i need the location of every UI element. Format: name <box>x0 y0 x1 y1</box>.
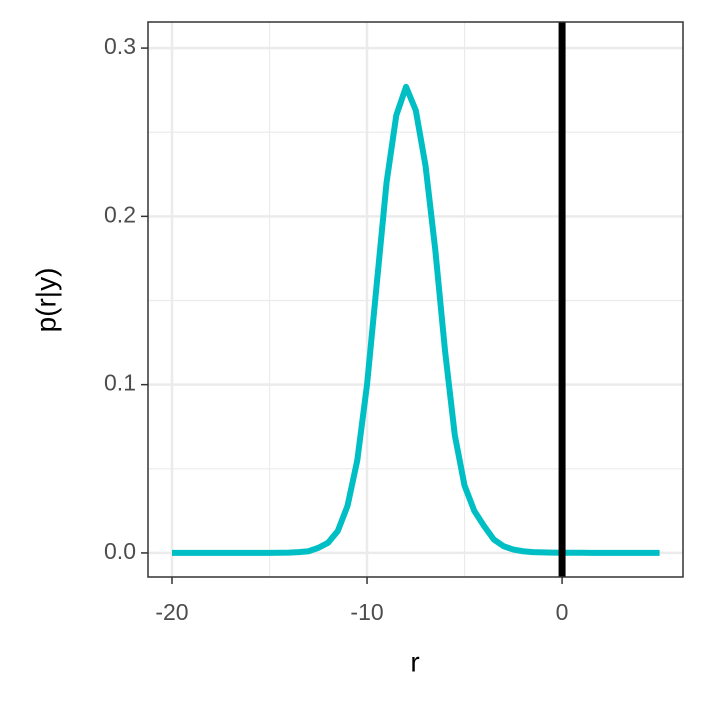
y-tick-label: 0.2 <box>104 201 136 227</box>
y-tick-label: 0.3 <box>104 33 136 59</box>
panel-border <box>147 21 684 578</box>
x-axis-title: r <box>410 646 419 677</box>
x-tick-label: -10 <box>350 599 383 625</box>
y-axis-title: p(r|y) <box>30 268 61 333</box>
line <box>171 83 660 556</box>
x-tick-label: 0 <box>556 599 569 625</box>
y-tick-label: 0.1 <box>104 370 136 396</box>
y-tick-label: 0.0 <box>104 538 136 564</box>
x-tick-label: -20 <box>155 599 188 625</box>
